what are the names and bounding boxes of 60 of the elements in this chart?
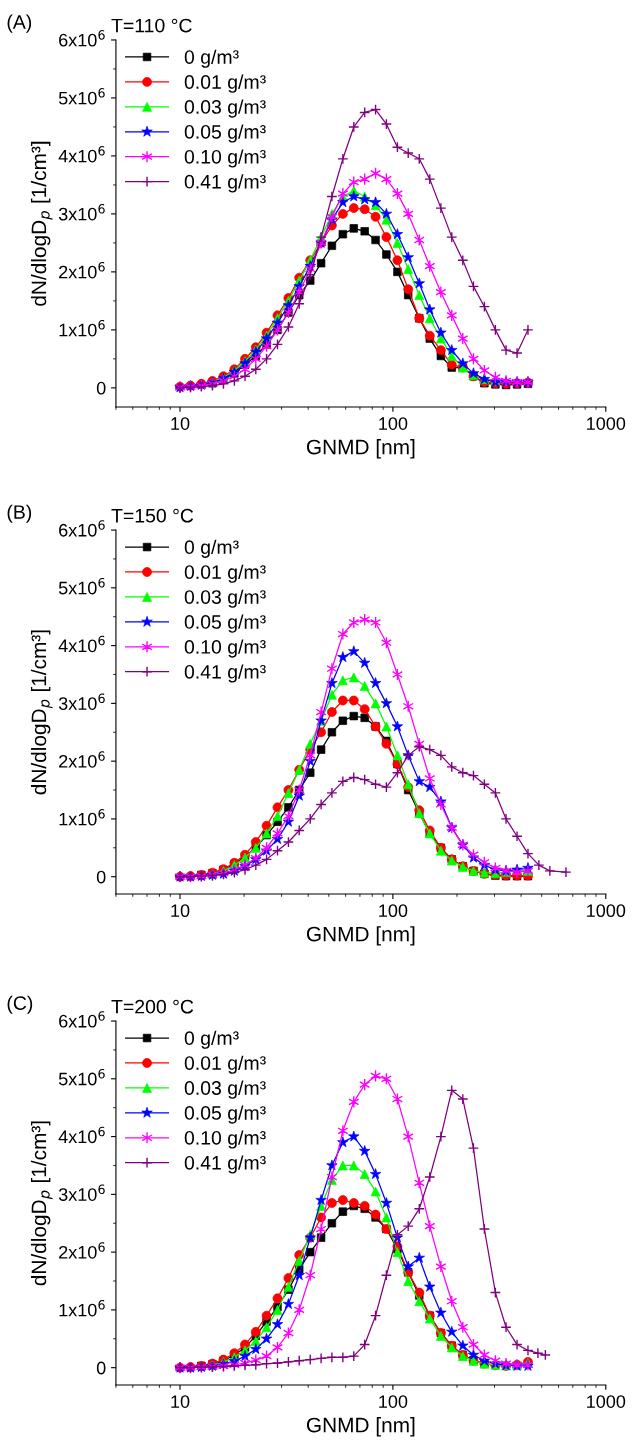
y-tick-label: 5x10$^{6}$ <box>58 88 105 105</box>
x-tick-label: 10 <box>171 904 190 918</box>
legend-label: 0.10 g/m³ <box>184 149 266 168</box>
legend-label: 0.01 g/m³ <box>184 1055 266 1074</box>
legend-label: 0.05 g/m³ <box>184 1105 266 1124</box>
x-tick-label: 1000 <box>587 904 626 918</box>
legend-label: 0 g/m³ <box>184 1030 239 1049</box>
legend-label: 0.41 g/m³ <box>184 1155 266 1174</box>
text: (B) <box>7 504 32 523</box>
chart-title: T=150 °C <box>111 508 194 523</box>
y-tick-label: 1x10$^{6}$ <box>59 319 105 337</box>
y-tick-label: 4x10$^{6}$ <box>58 635 105 653</box>
legend-label: 0.01 g/m³ <box>184 564 266 583</box>
legend-label: 0.10 g/m³ <box>184 639 266 658</box>
y-tick-label: 0 <box>96 381 106 395</box>
y-axis-title: dN/dlogD$_{p}$ [1/cm³] <box>30 1121 53 1286</box>
y-axis-title: dN/dlogD$_{p}$ [1/cm³] <box>30 630 53 795</box>
text: (A) <box>7 14 32 33</box>
y-tick-label: 6x10$^{6}$ <box>59 1011 105 1028</box>
y-tick-label: 2x10$^{6}$ <box>59 1242 105 1259</box>
chart-title: T=110 °C <box>111 18 192 33</box>
y-tick-label: 5x10$^{6}$ <box>58 1068 105 1086</box>
x-tick-label: 100 <box>379 417 408 430</box>
x-axis-title: GNMD [nm] <box>306 439 415 459</box>
legend-label: 0 g/m³ <box>184 49 239 68</box>
y-tick-label: 3x10$^{6}$ <box>58 204 105 221</box>
legend-label: 0.05 g/m³ <box>184 124 266 143</box>
legend-label: 0.03 g/m³ <box>184 1080 266 1099</box>
text: (C) <box>7 995 33 1014</box>
x-axis-title: GNMD [nm] <box>306 926 415 946</box>
x-tick-label: 10 <box>171 417 190 430</box>
legend-label: 0.01 g/m³ <box>184 74 266 93</box>
chart-title: T=200 °C <box>111 999 194 1014</box>
x-tick-label: 100 <box>379 904 408 918</box>
y-tick-label: 4x10$^{6}$ <box>58 146 105 163</box>
legend-label: 0 g/m³ <box>184 539 239 558</box>
x-tick-label: 100 <box>379 1395 408 1408</box>
y-tick-label: 3x10$^{6}$ <box>58 1184 105 1201</box>
y-tick-label: 1x10$^{6}$ <box>59 1300 105 1317</box>
x-tick-label: 1000 <box>587 417 626 430</box>
y-tick-label: 0 <box>96 1361 106 1375</box>
y-axis-title: dN/dlogD$_{p}$ [1/cm³] <box>30 141 53 306</box>
y-tick-label: 2x10$^{6}$ <box>59 751 105 768</box>
y-tick-label: 2x10$^{6}$ <box>59 262 105 279</box>
legend-label: 0.41 g/m³ <box>184 174 266 193</box>
x-tick-label: 1000 <box>587 1395 626 1408</box>
x-tick-label: 10 <box>171 1395 190 1408</box>
legend-label: 0.05 g/m³ <box>184 614 266 633</box>
y-tick-label: 6x10$^{6}$ <box>59 30 105 47</box>
y-tick-label: 5x10$^{6}$ <box>58 577 105 595</box>
legend-label: 0.41 g/m³ <box>184 664 266 683</box>
y-tick-label: 6x10$^{6}$ <box>59 520 105 537</box>
y-tick-label: 0 <box>96 870 106 884</box>
y-tick-label: 1x10$^{6}$ <box>59 809 105 826</box>
x-axis-title: GNMD [nm] <box>306 1417 415 1437</box>
legend-label: 0.03 g/m³ <box>184 589 266 608</box>
y-tick-label: 3x10$^{6}$ <box>58 693 105 710</box>
legend-label: 0.10 g/m³ <box>184 1130 266 1149</box>
y-tick-label: 4x10$^{6}$ <box>58 1126 105 1144</box>
legend-label: 0.03 g/m³ <box>184 99 266 118</box>
